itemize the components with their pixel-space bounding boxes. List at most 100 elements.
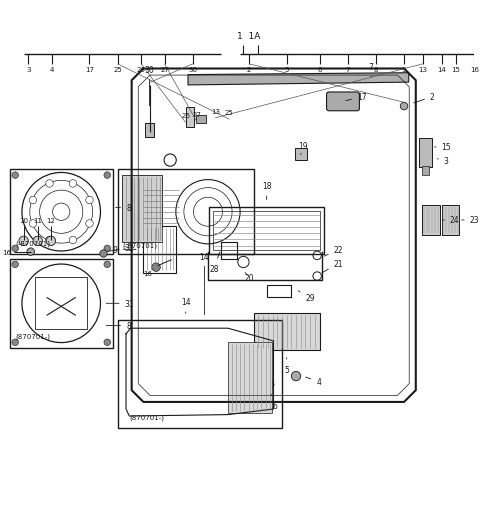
Text: 13: 13 [419,67,427,73]
Circle shape [46,237,53,244]
Bar [10,170,113,254]
Circle shape [12,340,18,346]
Text: 3: 3 [437,157,449,166]
Text: 24: 24 [442,216,459,225]
Circle shape [69,180,77,188]
Text: 25: 25 [113,67,122,73]
Circle shape [104,340,110,346]
Text: 30: 30 [144,66,155,106]
Bar [228,343,272,413]
Text: 8: 8 [106,322,131,330]
Circle shape [29,197,36,205]
Text: 7: 7 [346,67,350,73]
Bar [186,108,194,128]
Text: (-870701): (-870701) [15,240,50,246]
Bar [118,320,282,428]
Text: 14: 14 [437,67,446,73]
Text: 8: 8 [116,204,131,213]
Bar [422,205,440,236]
Text: 16: 16 [2,249,11,255]
Text: 11: 11 [33,218,42,224]
Bar [145,123,154,137]
Circle shape [46,180,53,188]
Text: 26: 26 [137,67,145,73]
Text: 14: 14 [181,298,191,314]
Text: 16: 16 [470,67,479,73]
Circle shape [86,220,93,228]
Text: 21: 21 [322,260,343,273]
Text: 32: 32 [108,244,134,253]
Text: 31: 31 [106,299,134,308]
Text: 15: 15 [451,67,460,73]
Circle shape [86,197,93,205]
Circle shape [104,173,110,179]
Text: 23: 23 [462,216,480,225]
Text: 16: 16 [144,270,153,276]
Bar [213,211,321,251]
Circle shape [33,237,42,246]
Text: 28: 28 [209,252,220,273]
Bar [442,205,459,236]
Text: 10: 10 [19,218,28,224]
Text: 5: 5 [284,358,289,374]
Text: 27: 27 [160,67,169,73]
Text: 9: 9 [113,245,136,254]
Text: 18: 18 [262,182,271,200]
Text: 5: 5 [285,67,289,73]
Text: 30: 30 [188,67,197,73]
Circle shape [100,250,107,258]
Text: 25: 25 [225,110,234,116]
Text: 7: 7 [369,63,373,78]
Text: 2: 2 [247,67,251,73]
Bar [267,285,291,298]
Text: 22: 22 [324,245,343,257]
Text: (870701-): (870701-) [15,333,50,340]
Text: 29: 29 [299,291,315,303]
Text: 8: 8 [373,67,378,73]
Bar [122,176,162,243]
Circle shape [46,237,56,246]
Polygon shape [188,74,409,86]
Bar [419,139,432,167]
Bar [295,149,307,161]
Text: 1  1A: 1 1A [238,32,261,41]
Text: 19: 19 [298,142,308,155]
Text: 6: 6 [271,394,277,410]
Circle shape [12,246,18,252]
Text: 9: 9 [402,67,406,73]
Circle shape [266,381,274,388]
Bar [10,259,113,348]
Text: (870701-): (870701-) [129,414,164,420]
Text: (-870701): (-870701) [122,242,157,249]
Circle shape [291,372,301,381]
Text: 6: 6 [317,67,322,73]
Text: 3: 3 [26,67,31,73]
Text: 17: 17 [85,67,94,73]
Text: 27: 27 [192,112,201,118]
Circle shape [104,246,110,252]
Text: 2: 2 [414,93,434,104]
Circle shape [12,262,18,268]
Text: 26: 26 [181,113,190,119]
Text: 15: 15 [434,143,451,152]
Text: 4: 4 [49,67,54,73]
Circle shape [12,173,18,179]
Text: 17: 17 [346,93,367,102]
Bar [254,313,320,351]
Circle shape [152,263,160,272]
Text: 13: 13 [211,108,220,115]
Circle shape [19,237,28,246]
Text: 12: 12 [47,218,55,224]
Bar [209,208,324,254]
Bar [422,166,430,176]
Bar [118,170,254,254]
Bar [36,278,87,329]
Text: 14: 14 [200,252,209,315]
Circle shape [69,237,77,244]
Circle shape [400,103,408,110]
Bar [144,227,176,273]
Circle shape [27,248,35,256]
Text: 20: 20 [244,273,254,282]
FancyBboxPatch shape [326,93,360,111]
Circle shape [29,220,36,228]
